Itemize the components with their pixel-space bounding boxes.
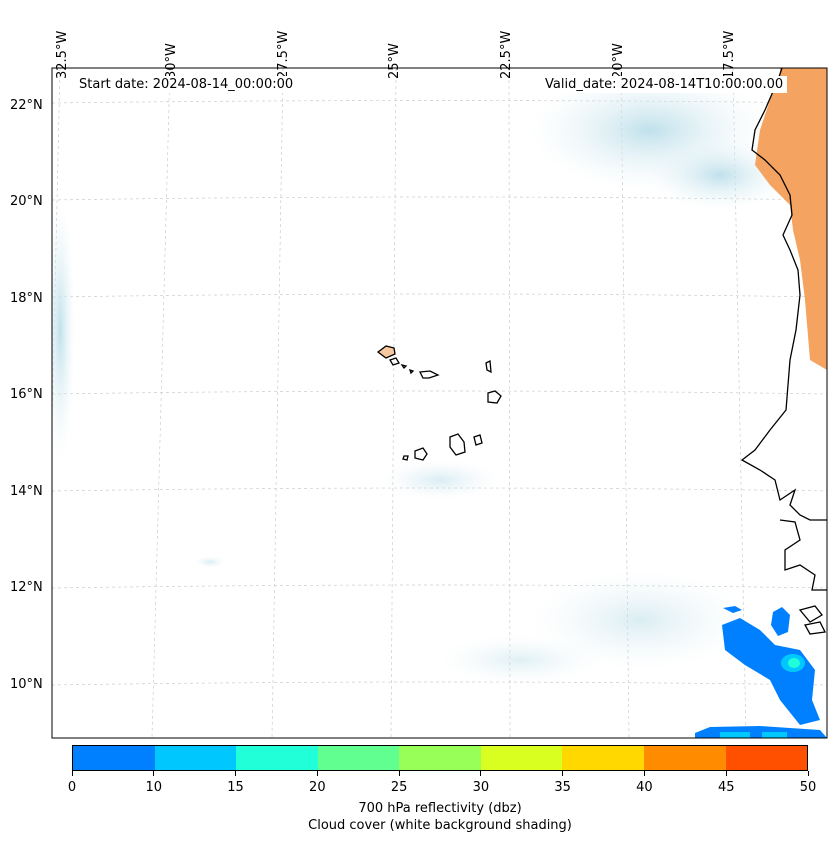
lon-label-22-5w: 22.5°W [499, 30, 514, 79]
lon-label-30w: 30°W [164, 43, 179, 79]
colorbar-tick-mark [398, 771, 400, 776]
lon-label-20w: 20°W [611, 43, 626, 79]
lat-label-16n: 16°N [10, 387, 43, 402]
colorbar-tick-mark [562, 771, 564, 776]
lat-label-12n: 12°N [10, 580, 43, 595]
colorbar-tick-label: 30 [472, 780, 490, 795]
lon-label-27-5w: 27.5°W [276, 30, 291, 79]
colorbar-tick-mark [316, 771, 318, 776]
map-area [52, 68, 827, 738]
colorbar [72, 745, 808, 771]
colorbar-segment-0 [73, 746, 155, 770]
colorbar-segment-2 [236, 746, 318, 770]
colorbar-tick-label: 50 [799, 780, 817, 795]
graticule [52, 68, 827, 738]
colorbar-tick-mark [725, 771, 727, 776]
colorbar-tick-label: 10 [145, 780, 163, 795]
colorbar-tick-label: 20 [309, 780, 326, 795]
lon-label-32-5w: 32.5°W [55, 30, 70, 79]
valid-date-label: Valid_date: 2024-08-14T10:00:00.00 [541, 76, 788, 93]
colorbar-segment-3 [317, 746, 400, 770]
colorbar-tick-label: 35 [554, 780, 571, 795]
colorbar-tick-mark [71, 771, 73, 776]
colorbar-segment-4 [399, 746, 481, 770]
colorbar-segment-5 [480, 746, 563, 770]
colorbar-segment-8 [725, 746, 808, 770]
colorbar-tick-mark [480, 771, 482, 776]
start-date-label: Start date: 2024-08-14_00:00:00 [75, 76, 298, 93]
colorbar-tick-mark [643, 771, 645, 776]
colorbar-tick-label: 0 [67, 780, 77, 795]
lon-label-25w: 25°W [387, 43, 402, 79]
colorbar-tick-mark [807, 771, 809, 776]
lat-label-20n: 20°N [10, 194, 43, 209]
lat-label-18n: 18°N [10, 291, 43, 306]
land-warm-shading [755, 68, 827, 370]
reflectivity-shading [695, 606, 827, 738]
colorbar-tick-mark [235, 771, 237, 776]
colorbar-tick-label: 25 [390, 780, 408, 795]
colorbar-tick-label: 45 [717, 780, 735, 795]
colorbar-tick-mark [153, 771, 155, 776]
colorbar-title: 700 hPa reflectivity (dbz) [358, 801, 522, 816]
colorbar-subtitle: Cloud cover (white background shading) [308, 818, 572, 833]
lat-label-10n: 10°N [10, 677, 43, 692]
lat-label-22n: 22°N [10, 98, 43, 113]
cloud-cover-shading [52, 70, 790, 685]
colorbar-segment-1 [154, 746, 237, 770]
lat-label-14n: 14°N [10, 484, 43, 499]
coastline [376, 68, 827, 635]
colorbar-segment-7 [643, 746, 726, 770]
colorbar-tick-label: 15 [227, 780, 244, 795]
colorbar-segment-6 [562, 746, 644, 770]
lon-label-17-5w: 17.5°W [722, 30, 737, 79]
map-frame [51, 67, 828, 739]
colorbar-tick-label: 40 [636, 780, 653, 795]
